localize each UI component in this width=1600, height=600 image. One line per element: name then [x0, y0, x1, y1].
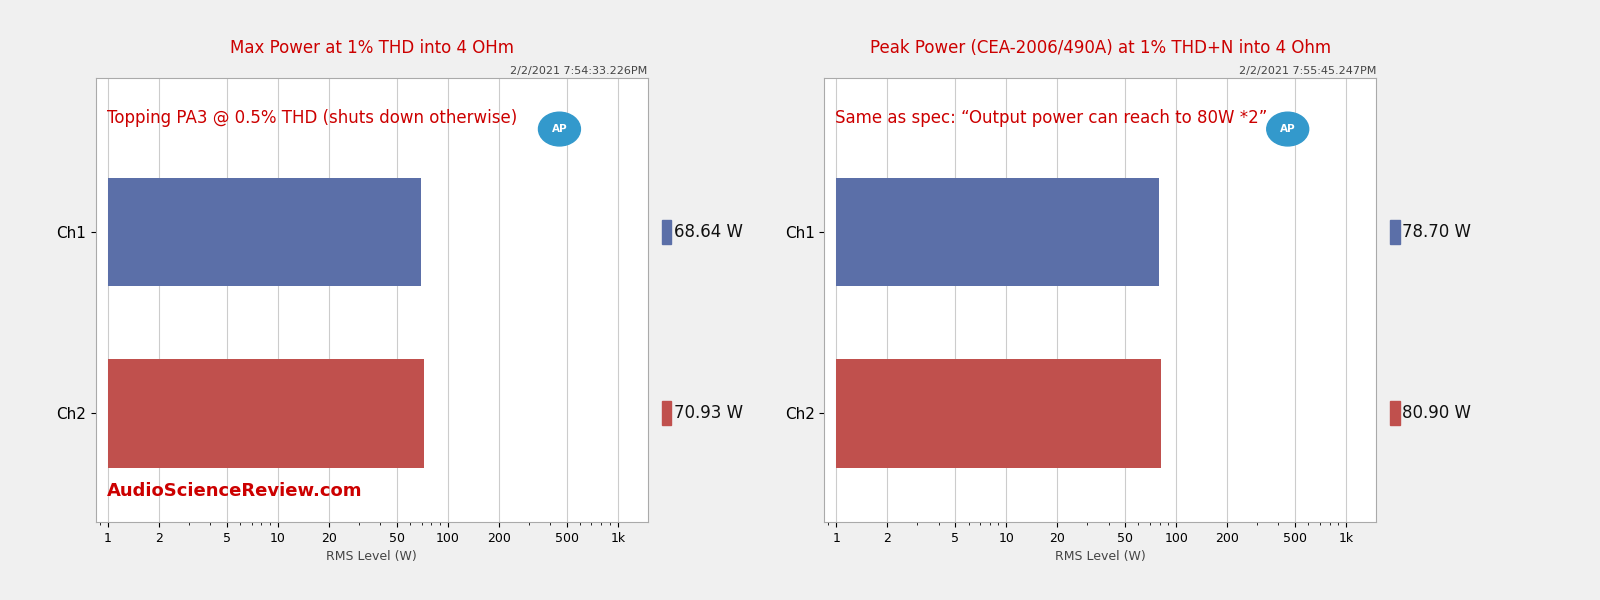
Circle shape — [1267, 112, 1309, 146]
X-axis label: RMS Level (W): RMS Level (W) — [1054, 550, 1146, 563]
FancyBboxPatch shape — [1390, 401, 1400, 425]
Text: 2/2/2021 7:55:45.247PM: 2/2/2021 7:55:45.247PM — [1238, 66, 1376, 76]
Text: 78.70 W: 78.70 W — [1403, 223, 1472, 241]
Circle shape — [539, 112, 581, 146]
Text: AP: AP — [552, 124, 568, 134]
X-axis label: RMS Level (W): RMS Level (W) — [326, 550, 418, 563]
Title: Peak Power (CEA-2006/490A) at 1% THD+N into 4 Ohm: Peak Power (CEA-2006/490A) at 1% THD+N i… — [869, 39, 1331, 57]
Bar — [107, 178, 421, 286]
FancyBboxPatch shape — [661, 220, 672, 244]
Text: 80.90 W: 80.90 W — [1403, 404, 1472, 422]
Bar — [837, 178, 1160, 286]
Text: AP: AP — [1280, 124, 1296, 134]
Text: Same as spec: “Output power can reach to 80W *2”: Same as spec: “Output power can reach to… — [835, 109, 1267, 127]
Bar — [107, 359, 424, 467]
Text: 68.64 W: 68.64 W — [674, 223, 744, 241]
FancyBboxPatch shape — [661, 401, 672, 425]
Title: Max Power at 1% THD into 4 OHm: Max Power at 1% THD into 4 OHm — [230, 39, 514, 57]
FancyBboxPatch shape — [1390, 220, 1400, 244]
Text: 2/2/2021 7:54:33.226PM: 2/2/2021 7:54:33.226PM — [510, 66, 648, 76]
Bar — [837, 359, 1162, 467]
Text: 70.93 W: 70.93 W — [674, 404, 744, 422]
Text: AudioScienceReview.com: AudioScienceReview.com — [107, 482, 363, 500]
Text: Topping PA3 @ 0.5% THD (shuts down otherwise): Topping PA3 @ 0.5% THD (shuts down other… — [107, 109, 517, 127]
